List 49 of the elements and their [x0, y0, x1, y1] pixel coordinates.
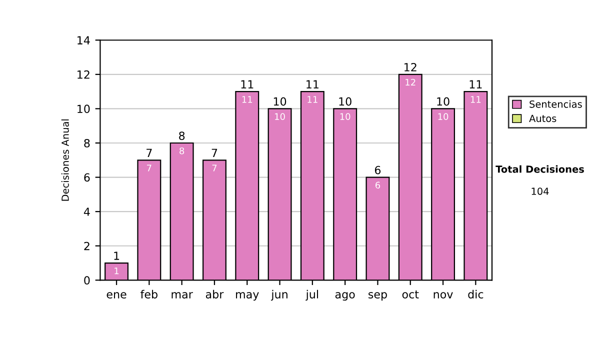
data-label: 7	[147, 164, 152, 172]
y-tick-label: 6	[84, 173, 90, 182]
x-tick-label: sep	[368, 292, 387, 301]
text: 104	[532, 188, 549, 195]
legend-label: Sentencias	[530, 100, 582, 108]
y-tick-label: 12	[78, 70, 90, 79]
x-tick-label: ago	[335, 292, 355, 301]
x-tick-label: ene	[106, 292, 126, 298]
data-label: 11	[470, 96, 481, 103]
data-label: 10	[275, 113, 285, 120]
total-label: 7	[212, 148, 218, 157]
total-label: 8	[179, 132, 185, 140]
text: Total Decisiones	[496, 165, 584, 173]
total-label: 11	[306, 80, 318, 88]
x-tick-label: mar	[172, 292, 193, 298]
total-label: 10	[437, 97, 450, 106]
data-label: 12	[406, 78, 416, 86]
y-tick-label: 14	[78, 36, 90, 44]
total-label: 6	[374, 166, 381, 174]
data-label: 10	[340, 113, 350, 120]
data-label: 11	[308, 96, 318, 103]
y-axis-title: Decisiones Anual	[61, 119, 69, 201]
total-label: 7	[146, 148, 152, 157]
x-tick-label: nov	[434, 292, 453, 298]
total-label: 10	[339, 97, 352, 106]
total-label: 1	[114, 252, 120, 260]
y-tick-label: 0	[84, 276, 90, 285]
y-tick-label: 2	[84, 242, 90, 250]
total-label: 11	[241, 80, 254, 88]
total-label: 11	[470, 80, 482, 88]
x-tick-label: dic	[468, 290, 484, 298]
data-label: 6	[375, 182, 380, 189]
x-tick-label: jul	[306, 290, 318, 301]
data-label: 7	[212, 164, 217, 172]
data-label: 8	[180, 147, 184, 154]
total-label: 12	[404, 62, 416, 72]
x-tick-label: oct	[402, 290, 419, 298]
y-tick-label: 4	[84, 208, 90, 216]
y-tick-label: 8	[84, 138, 90, 148]
data-label: 10	[438, 113, 448, 120]
legend-label: Autos	[529, 114, 556, 122]
x-tick-label: abr	[206, 290, 224, 298]
x-tick-label: feb	[140, 290, 158, 298]
total-label: 10	[274, 97, 286, 106]
data-label: 11	[242, 96, 252, 103]
y-tick-label: 10	[78, 104, 90, 114]
data-label: 1	[114, 268, 119, 274]
x-tick-label: jun	[270, 290, 288, 301]
x-tick-label: may	[236, 292, 259, 301]
